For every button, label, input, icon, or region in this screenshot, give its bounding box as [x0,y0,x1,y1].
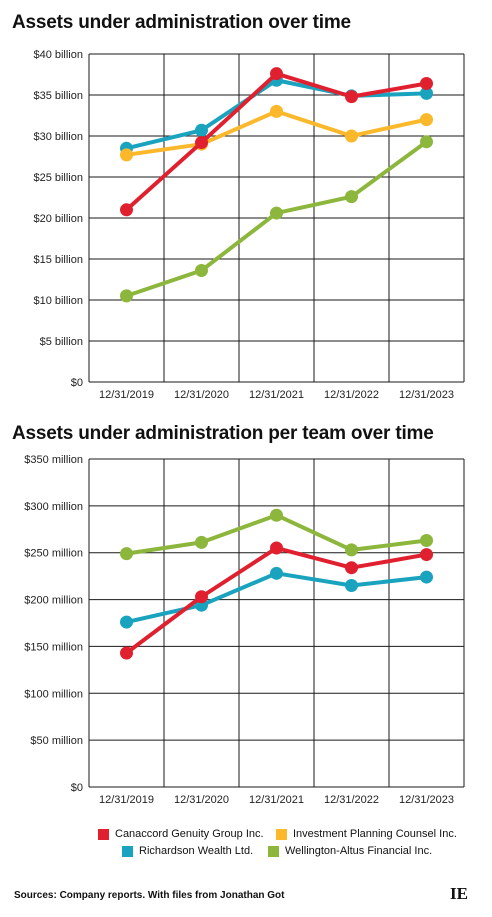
series-line [124,109,429,157]
data-point [120,615,133,629]
y-tick-label: $35 billion [33,90,83,102]
legend-label: Wellington-Altus Financial Inc. [285,845,433,857]
legend-swatch [98,828,109,840]
x-tick-label: 12/31/2020 [174,389,229,401]
y-tick-label: $50 million [30,735,83,747]
legend-swatch [268,845,279,857]
legend-item: Wellington-Altus Financial Inc. [268,845,432,857]
data-point [270,206,283,220]
y-tick-label: $250 million [24,548,83,560]
sources-note: Sources: Company reports. With files fro… [14,890,285,901]
data-point [270,508,283,522]
data-point [420,86,433,100]
data-point [345,561,358,575]
y-tick-label: $25 billion [33,172,83,184]
legend-item: Richardson Wealth Ltd. [122,845,253,857]
publication-logo: IE [450,884,468,903]
data-point [420,135,433,149]
y-tick-label: $5 billion [40,336,83,348]
y-tick-label: $200 million [24,595,83,607]
legend: Canaccord Genuity Group Inc. Investment … [0,828,492,868]
x-tick-label: 12/31/2022 [324,794,379,806]
y-tick-label: $150 million [24,641,83,653]
data-point [195,590,208,604]
data-point [420,113,433,127]
y-tick-label: $0 [71,377,83,389]
data-point [420,570,433,584]
data-point [120,148,133,162]
chart-2: $0 $50 million $100 million $150 million $20… [24,454,465,806]
legend-label: Canaccord Genuity Group Inc. [115,828,264,840]
data-point [345,90,358,104]
x-tick-label: 12/31/2020 [174,794,229,806]
data-point [420,77,433,91]
legend-label: Investment Planning Counsel Inc. [293,828,457,840]
data-point [270,67,283,81]
legend-label: Richardson Wealth Ltd. [139,845,254,857]
x-tick-label: 12/31/2023 [399,794,454,806]
y-tick-label: $20 billion [33,213,83,225]
data-point [420,548,433,562]
x-tick-label: 12/31/2021 [249,389,304,401]
data-point [270,104,283,118]
series-line [124,571,429,625]
y-tick-label: $350 million [24,454,83,466]
y-tick-label: $300 million [24,501,83,513]
legend-item: Investment Planning Counsel Inc. [276,828,457,840]
x-tick-label: 12/31/2019 [99,389,154,401]
data-point [120,646,133,660]
data-point [270,541,283,555]
y-tick-label: $0 [71,782,83,794]
data-point [345,579,358,593]
data-point [345,543,358,557]
y-tick-label: $40 billion [33,49,83,61]
y-tick-label: $10 billion [33,295,83,307]
y-tick-label: $15 billion [33,254,83,266]
y-tick-label: $100 million [24,688,83,700]
chart-1: $0 $5 billion $10 billion $15 billion $20 bi… [33,49,465,401]
legend-swatch [122,845,133,857]
data-point [120,203,133,217]
data-point [345,190,358,204]
x-tick-label: 12/31/2023 [399,389,454,401]
x-tick-label: 12/31/2022 [324,389,379,401]
data-point [120,289,133,303]
data-point [195,123,208,137]
data-point [195,136,208,150]
legend-swatch [276,828,287,840]
data-point [195,535,208,549]
x-tick-label: 12/31/2021 [249,794,304,806]
chart-1-title: Assets under administration over time [12,12,351,33]
data-point [345,129,358,143]
legend-item: Canaccord Genuity Group Inc. [98,828,264,840]
data-point [420,534,433,548]
data-point [120,547,133,561]
chart-2-title: Assets under administration per team ove… [12,423,434,444]
y-tick-label: $30 billion [33,131,83,143]
x-tick-label: 12/31/2019 [99,794,154,806]
grid [88,458,465,788]
data-point [270,566,283,580]
series-line [124,546,429,655]
data-point [195,263,208,277]
